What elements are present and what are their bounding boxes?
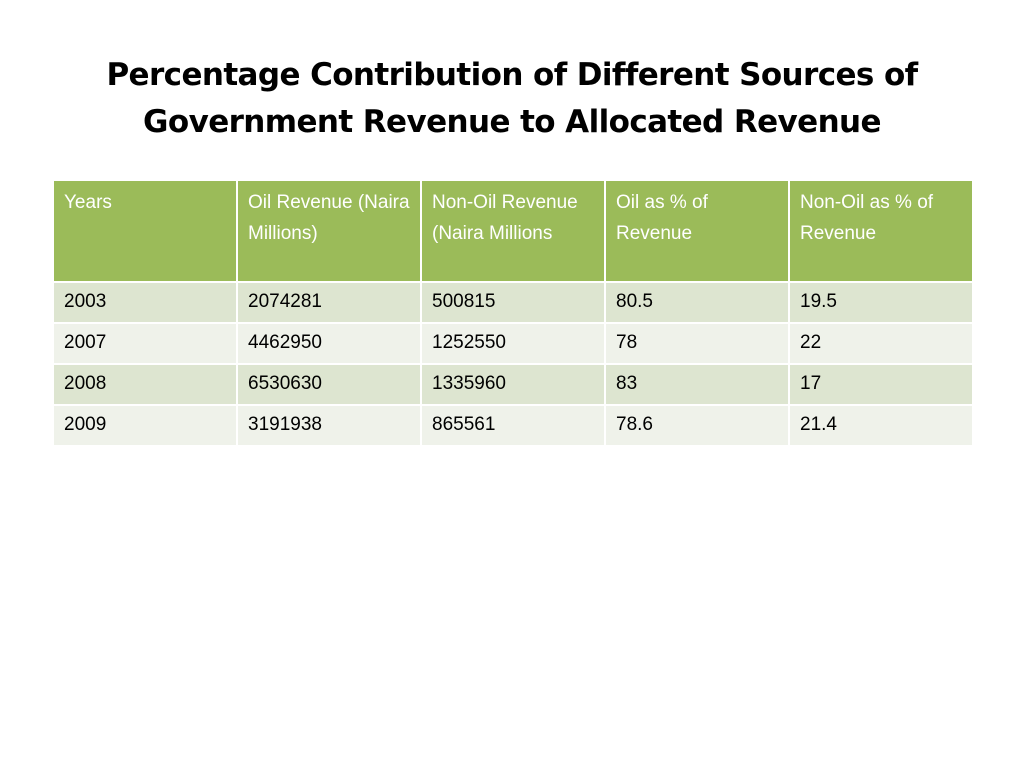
cell-non-oil-percent: 22 (788, 322, 974, 365)
cell-oil-percent: 80.5 (604, 281, 790, 324)
cell-oil-revenue: 3191938 (236, 404, 422, 447)
header-non-oil-revenue: Non-Oil Revenue (Naira Millions (420, 179, 606, 283)
cell-non-oil-percent: 19.5 (788, 281, 974, 324)
slide-title-line-1: Percentage Contribution of Different Sou… (106, 57, 918, 93)
cell-oil-revenue: 6530630 (236, 363, 422, 406)
cell-non-oil-revenue: 865561 (420, 404, 606, 447)
cell-non-oil-percent: 17 (788, 363, 974, 406)
cell-year: 2008 (52, 363, 238, 406)
cell-non-oil-revenue: 1335960 (420, 363, 606, 406)
table-row: 2009 3191938 865561 78.6 21.4 (52, 404, 974, 447)
table-row: 2007 4462950 1252550 78 22 (52, 322, 974, 365)
cell-year: 2009 (52, 404, 238, 447)
header-years: Years (52, 179, 238, 283)
cell-non-oil-revenue: 500815 (420, 281, 606, 324)
header-oil-percent: Oil as % of Revenue (604, 179, 790, 283)
cell-non-oil-percent: 21.4 (788, 404, 974, 447)
cell-oil-revenue: 4462950 (236, 322, 422, 365)
cell-oil-percent: 78 (604, 322, 790, 365)
table-row: 2008 6530630 1335960 83 17 (52, 363, 974, 406)
header-oil-revenue: Oil Revenue (Naira Millions) (236, 179, 422, 283)
cell-oil-percent: 78.6 (604, 404, 790, 447)
cell-oil-percent: 83 (604, 363, 790, 406)
cell-oil-revenue: 2074281 (236, 281, 422, 324)
cell-non-oil-revenue: 1252550 (420, 322, 606, 365)
table-body: 2003 2074281 500815 80.5 19.5 2007 44629… (52, 281, 974, 447)
table-header: Years Oil Revenue (Naira Millions) Non-O… (52, 179, 974, 283)
slide-title: Percentage Contribution of Different Sou… (52, 52, 972, 146)
cell-year: 2003 (52, 281, 238, 324)
header-non-oil-percent: Non-Oil as % of Revenue (788, 179, 974, 283)
table-row: 2003 2074281 500815 80.5 19.5 (52, 281, 974, 324)
slide-title-line-2: Government Revenue to Allocated Revenue (143, 104, 881, 140)
revenue-table: Years Oil Revenue (Naira Millions) Non-O… (52, 179, 974, 447)
cell-year: 2007 (52, 322, 238, 365)
header-row: Years Oil Revenue (Naira Millions) Non-O… (52, 179, 974, 283)
